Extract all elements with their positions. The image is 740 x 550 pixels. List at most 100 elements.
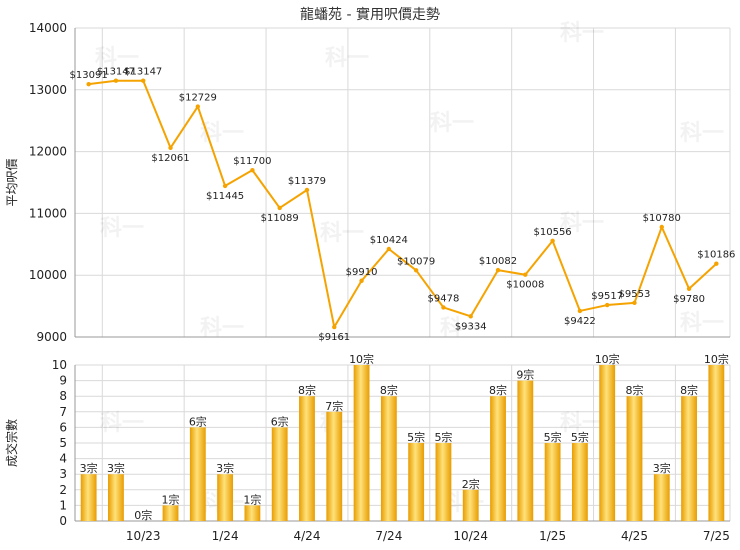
bar-data-label: 6宗	[189, 414, 207, 428]
watermark-text: 科一	[680, 311, 724, 336]
price-point	[359, 278, 364, 283]
price-data-label: $9422	[564, 316, 596, 327]
volume-bar	[244, 505, 261, 521]
price-point	[113, 78, 119, 83]
volume-bar	[80, 474, 97, 521]
watermark-text: 科一	[100, 216, 144, 241]
bar-data-label: 3宗	[216, 461, 234, 475]
price-data-label: $9553	[619, 289, 651, 300]
y-tick-label-bottom: 10	[52, 358, 67, 372]
price-data-label: $10780	[643, 213, 681, 224]
x-tick-label: 7/24	[375, 529, 402, 543]
volume-bar	[271, 427, 288, 521]
volume-bar	[108, 474, 124, 521]
volume-bar	[626, 396, 643, 521]
volume-bar	[299, 396, 315, 521]
bar-data-label: 1宗	[243, 492, 261, 506]
bar-data-label: 8宗	[489, 383, 507, 397]
y-tick-label-top: 13000	[29, 83, 67, 97]
y-tick-label-top: 12000	[29, 145, 67, 159]
price-data-label: $10556	[534, 227, 572, 238]
bar-data-label: 5宗	[407, 430, 425, 444]
price-point	[495, 267, 501, 273]
price-data-label: $13147	[124, 67, 162, 78]
watermark-text: 科一	[100, 411, 144, 436]
price-point	[332, 324, 337, 330]
x-tick-label: 10/23	[126, 529, 161, 543]
volume-bar	[544, 443, 561, 521]
price-point	[195, 104, 201, 109]
price-point	[523, 272, 528, 277]
price-point	[86, 81, 91, 87]
volume-bar	[708, 365, 725, 521]
price-data-label: $9517	[591, 291, 623, 302]
price-data-label: $10079	[397, 256, 435, 267]
price-data-label: $10008	[506, 280, 544, 291]
volume-bar	[162, 505, 179, 521]
price-data-label: $9478	[428, 293, 460, 304]
price-point	[304, 187, 310, 193]
y-tick-label-bottom: 4	[59, 452, 67, 466]
y-tick-label-bottom: 2	[59, 483, 67, 497]
price-point	[168, 145, 173, 151]
y-tick-label-top: 10000	[29, 268, 67, 282]
bar-data-label: 6宗	[271, 414, 289, 428]
volume-bar	[571, 443, 588, 521]
price-data-label: $10424	[370, 235, 408, 246]
x-tick-label: 4/25	[621, 529, 648, 543]
x-tick-label: 10/24	[453, 529, 488, 543]
volume-bar	[380, 396, 397, 521]
volume-bar	[517, 380, 534, 521]
bar-data-label: 7宗	[325, 399, 343, 413]
y-axis-title-bottom: 成交宗數	[4, 419, 19, 467]
volume-bar	[435, 443, 452, 521]
volume-bar	[653, 474, 670, 521]
price-point	[222, 183, 228, 189]
price-point	[441, 305, 446, 310]
price-point	[577, 308, 583, 314]
x-tick-label: 7/25	[703, 529, 730, 543]
price-point	[413, 268, 419, 273]
watermark-text: 科一	[95, 46, 139, 71]
bar-data-label: 3宗	[653, 461, 671, 475]
y-tick-label-bottom: 3	[59, 467, 67, 481]
bar-data-label: 10宗	[595, 352, 620, 366]
volume-bar	[217, 474, 234, 521]
price-data-label: $11089	[261, 213, 299, 224]
price-data-label: $12061	[151, 153, 189, 164]
price-point	[686, 286, 692, 291]
bar-data-label: 8宗	[298, 383, 316, 397]
bar-data-label: 9宗	[516, 368, 534, 382]
bar-data-label: 5宗	[571, 430, 589, 444]
volume-bar	[462, 489, 479, 521]
price-data-label: $10186	[697, 250, 735, 261]
price-data-label: $11379	[288, 176, 326, 187]
price-point	[250, 167, 255, 173]
volume-bar	[490, 396, 506, 521]
price-data-label: $9334	[455, 321, 487, 332]
y-tick-label-bottom: 0	[59, 514, 67, 528]
price-point	[468, 314, 473, 319]
watermark-text: 科一	[560, 411, 604, 436]
y-tick-label-bottom: 1	[59, 498, 67, 512]
price-point	[604, 302, 610, 308]
volume-bar	[599, 365, 616, 521]
x-tick-label: 4/24	[294, 529, 321, 543]
y-tick-label-bottom: 9	[59, 374, 67, 388]
y-axis-title-top: 平均呎價	[5, 158, 19, 206]
y-tick-label-top: 9000	[36, 330, 67, 344]
price-data-label: $11445	[206, 191, 244, 202]
chart-title: 龍蟠苑 - 實用呎價走勢	[300, 7, 440, 23]
volume-bar	[326, 411, 343, 521]
price-data-label: $13147	[97, 67, 135, 78]
y-tick-label-bottom: 8	[59, 389, 67, 403]
watermark-text: 科一	[320, 221, 364, 246]
price-data-label: $9780	[673, 294, 705, 305]
watermark-text: 科一	[325, 46, 369, 71]
volume-bar	[408, 443, 425, 521]
volume-bar	[189, 427, 206, 521]
bar-data-label: 8宗	[680, 383, 698, 397]
bar-data-label: 5宗	[544, 430, 562, 444]
